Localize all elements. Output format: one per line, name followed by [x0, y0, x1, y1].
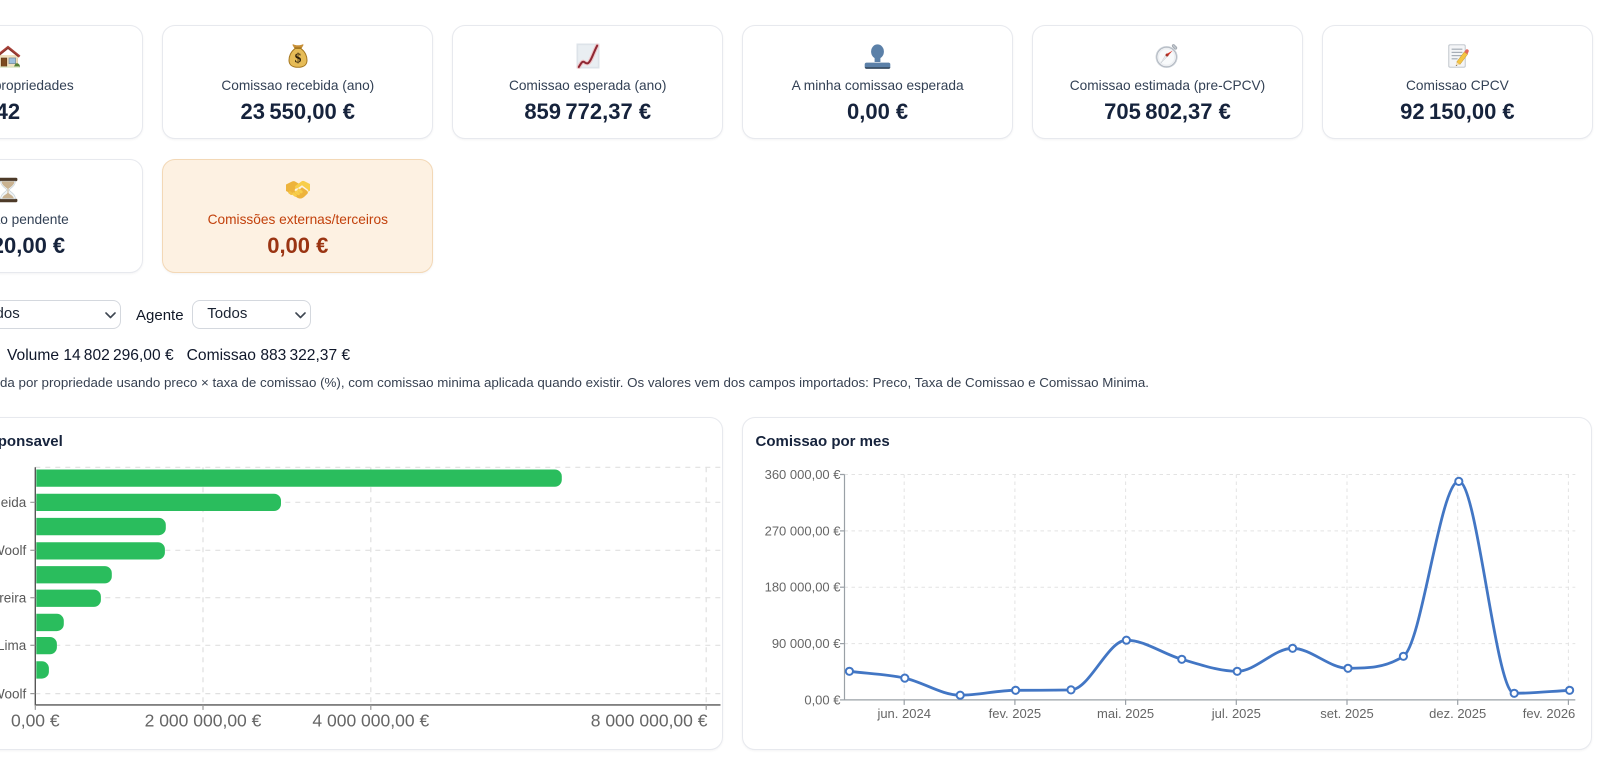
svg-text:Woolf: Woolf — [0, 543, 26, 558]
svg-text:Lima: Lima — [0, 638, 26, 653]
svg-text:8 000 000,00 €: 8 000 000,00 € — [590, 710, 707, 730]
svg-text:jul. 2025: jul. 2025 — [1211, 706, 1261, 721]
svg-text:Woolf: Woolf — [0, 686, 26, 701]
svg-text:$: $ — [294, 51, 301, 66]
svg-text:mai. 2025: mai. 2025 — [1097, 706, 1154, 721]
svg-text:4 000 000,00 €: 4 000 000,00 € — [312, 710, 429, 730]
svg-text:90 000,00 €: 90 000,00 € — [772, 636, 841, 651]
svg-text:0,00 €: 0,00 € — [804, 692, 841, 707]
svg-text:Almeida: Almeida — [0, 495, 26, 510]
svg-text:dez. 2025: dez. 2025 — [1429, 706, 1486, 721]
svg-text:Ferreira: Ferreira — [0, 590, 26, 605]
svg-text:360 000,00 €: 360 000,00 € — [765, 467, 842, 482]
svg-text:fev. 2025: fev. 2025 — [989, 706, 1042, 721]
svg-text:set. 2025: set. 2025 — [1320, 706, 1374, 721]
svg-text:fev. 2026: fev. 2026 — [1523, 706, 1576, 721]
svg-text:270 000,00 €: 270 000,00 € — [765, 523, 842, 538]
svg-text:2 000 000,00 €: 2 000 000,00 € — [144, 710, 261, 730]
svg-text:jun. 2024: jun. 2024 — [876, 706, 931, 721]
svg-text:0,00 €: 0,00 € — [10, 710, 59, 730]
svg-text:180 000,00 €: 180 000,00 € — [765, 579, 842, 594]
